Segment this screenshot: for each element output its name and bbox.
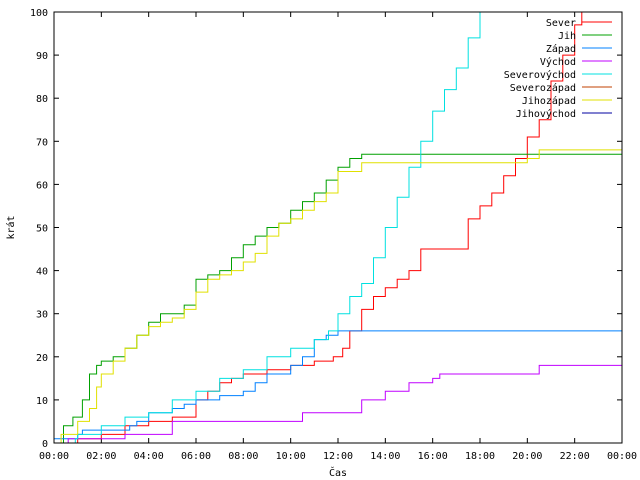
legend-label: Jihovýchod [516, 108, 576, 120]
y-tick-label: 30 [36, 310, 48, 321]
series-line-2 [54, 330, 622, 440]
x-tick-label: 12:00 [323, 451, 353, 462]
legend-label: Východ [540, 56, 576, 68]
x-tick-label: 14:00 [370, 451, 400, 462]
legend-label: Sever [546, 18, 576, 29]
y-tick-label: 20 [36, 353, 48, 364]
legend-label: Jih [558, 31, 576, 42]
legend-label: Západ [546, 43, 576, 55]
series-line-6 [54, 149, 622, 444]
x-tick-label: 02:00 [86, 451, 116, 462]
x-tick-label: 00:00 [39, 451, 69, 462]
x-axis-label: Čas [329, 466, 347, 479]
y-tick-label: 50 [36, 224, 48, 235]
legend: Sever JihZápadVýchodSeverovýchodSeverozáp… [504, 18, 612, 120]
y-tick-label: 0 [42, 439, 48, 450]
x-tick-label: 20:00 [512, 451, 542, 462]
x-tick-label: 18:00 [465, 451, 495, 462]
x-tick-label: 06:00 [181, 451, 211, 462]
y-tick-label: 100 [30, 8, 48, 19]
y-axis-label: krát [5, 215, 17, 239]
x-tick-label: 16:00 [418, 451, 448, 462]
y-tick-label: 60 [36, 180, 48, 191]
legend-label: Severozápad [510, 82, 576, 94]
x-tick-label: 08:00 [228, 451, 258, 462]
legend-label: Severovýchod [504, 69, 576, 81]
x-axis-ticks: 00:00 02:00 04:00 06:00 08:00 10:00 12:00 14:00… [39, 12, 637, 462]
y-tick-label: 10 [36, 396, 48, 407]
legend-label: Jihozápad [522, 95, 576, 107]
y-tick-label: 90 [36, 51, 48, 62]
series-line-0 [63, 12, 583, 444]
series-line-4 [54, 12, 481, 444]
y-axis-ticks: 0 10 20 30 40 50 60 70 80 90 100 [30, 8, 622, 450]
x-tick-label: 00:00 [607, 451, 637, 462]
y-tick-label: 40 [36, 267, 48, 278]
x-tick-label: 10:00 [276, 451, 306, 462]
y-tick-label: 70 [36, 137, 48, 148]
series-line-3 [54, 364, 622, 444]
series-line-1 [54, 153, 622, 444]
plot-frame [53, 11, 623, 444]
y-tick-label: 80 [36, 94, 48, 105]
x-tick-label: 04:00 [134, 451, 164, 462]
x-tick-label: 22:00 [560, 451, 590, 462]
